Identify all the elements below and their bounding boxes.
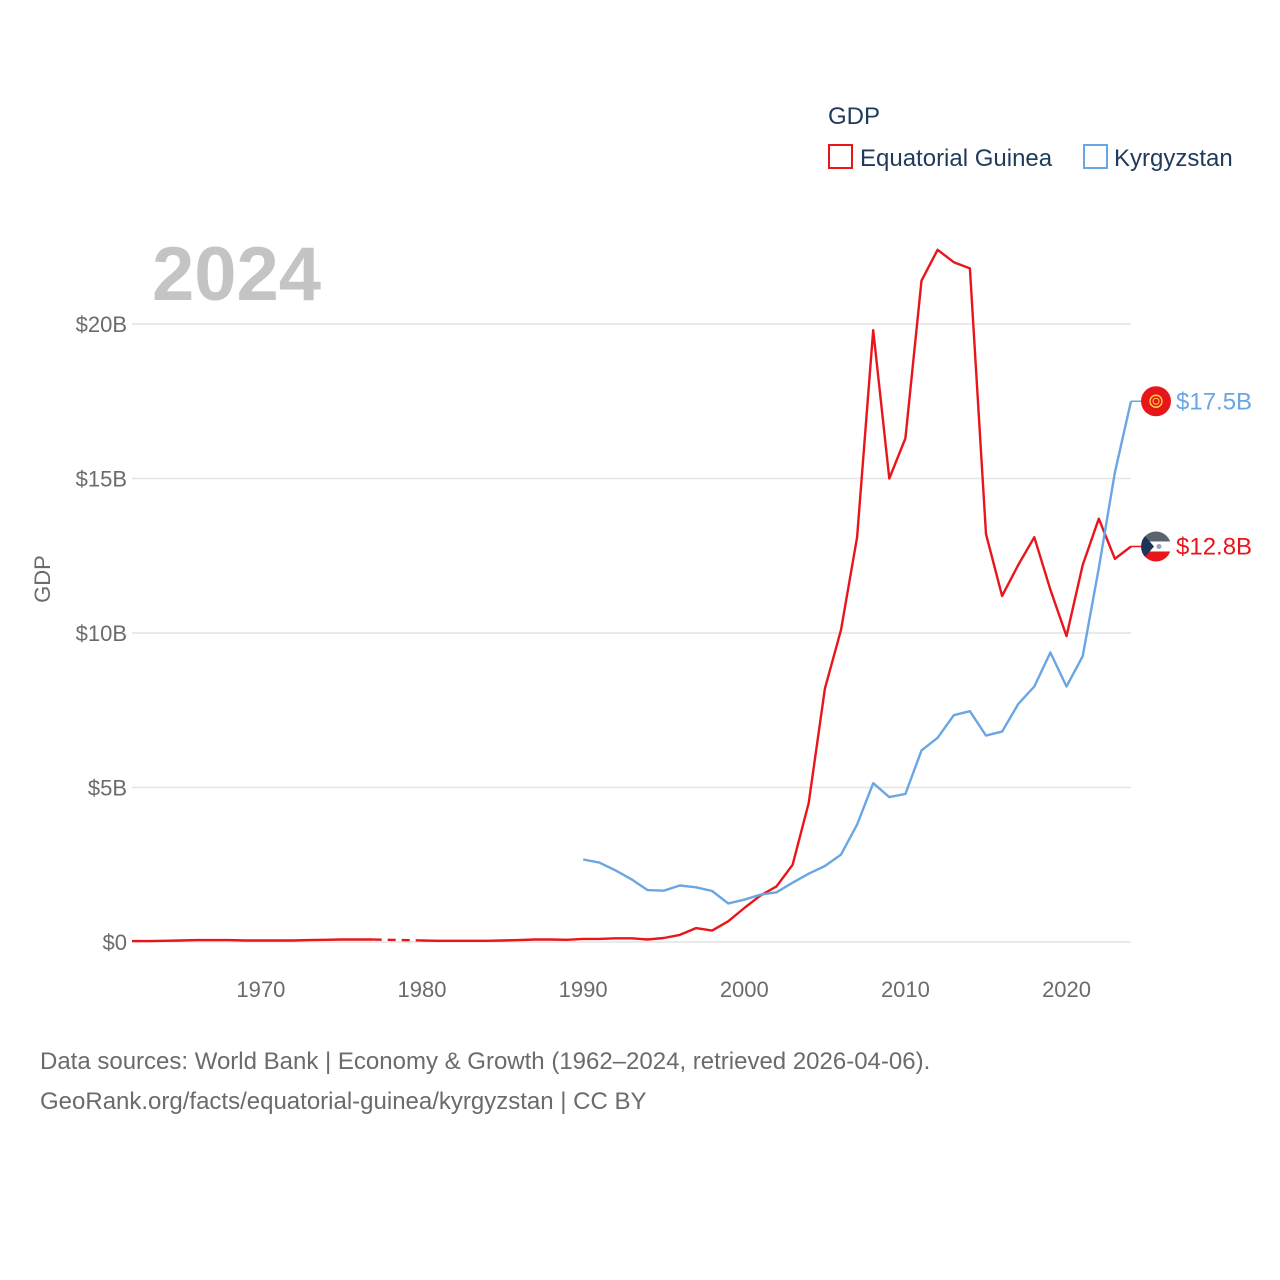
y-tick-label: $10B — [76, 621, 127, 646]
gdp-line-chart: GDP Equatorial Guinea Kyrgyzstan 2024 GD… — [30, 103, 1252, 1002]
y-tick-label: $0 — [103, 930, 127, 955]
series-line-kyrgyzstan[interactable] — [582, 401, 1133, 905]
series-lines — [132, 248, 1133, 943]
x-axis-ticks: 1970 1980 1990 2000 2010 2020 — [236, 977, 1091, 1002]
footer: Data sources: World Bank | Economy & Gro… — [40, 1042, 930, 1122]
legend-swatch-kyrgyzstan — [1083, 144, 1108, 169]
x-tick-label: 2000 — [720, 977, 769, 1002]
kyrgyzstan-flag-icon — [1141, 386, 1171, 417]
series-end-labels: $17.5B $12.8B — [1131, 386, 1252, 562]
x-tick-label: 2020 — [1042, 977, 1091, 1002]
equatorial-guinea-flag-icon — [1141, 531, 1171, 562]
end-label-kyrgyzstan: $17.5B — [1176, 388, 1252, 415]
data-source-note: Data sources: World Bank | Economy & Gro… — [40, 1048, 931, 1075]
y-tick-label: $5B — [88, 776, 127, 801]
gridlines — [132, 323, 1131, 943]
legend-title: GDP — [828, 103, 880, 130]
series-line-equatorial-guinea[interactable] — [132, 938, 374, 943]
legend-swatch-equatorial-guinea — [828, 144, 853, 169]
series-gap-equatorial-guinea — [373, 938, 423, 942]
end-label-equatorial-guinea: $12.8B — [1176, 533, 1252, 560]
year-label: 2024 — [152, 232, 321, 317]
y-axis-title: GDP — [30, 555, 55, 603]
legend-label-kyrgyzstan: Kyrgyzstan — [1114, 145, 1233, 172]
series-line-equatorial-guinea[interactable] — [421, 248, 1132, 942]
legend-item-equatorial-guinea[interactable]: Equatorial Guinea — [828, 144, 1053, 172]
y-tick-label: $20B — [76, 312, 127, 337]
legend-item-kyrgyzstan[interactable]: Kyrgyzstan — [1083, 144, 1233, 172]
x-tick-label: 1970 — [236, 977, 285, 1002]
x-tick-label: 2010 — [881, 977, 930, 1002]
legend-label-equatorial-guinea: Equatorial Guinea — [860, 145, 1053, 172]
y-axis-ticks: $0 $5B $10B $15B $20B — [76, 312, 127, 955]
attribution-note: GeoRank.org/facts/equatorial-guinea/kyrg… — [40, 1088, 647, 1115]
y-tick-label: $15B — [76, 467, 127, 492]
x-tick-label: 1980 — [398, 977, 447, 1002]
x-tick-label: 1990 — [559, 977, 608, 1002]
